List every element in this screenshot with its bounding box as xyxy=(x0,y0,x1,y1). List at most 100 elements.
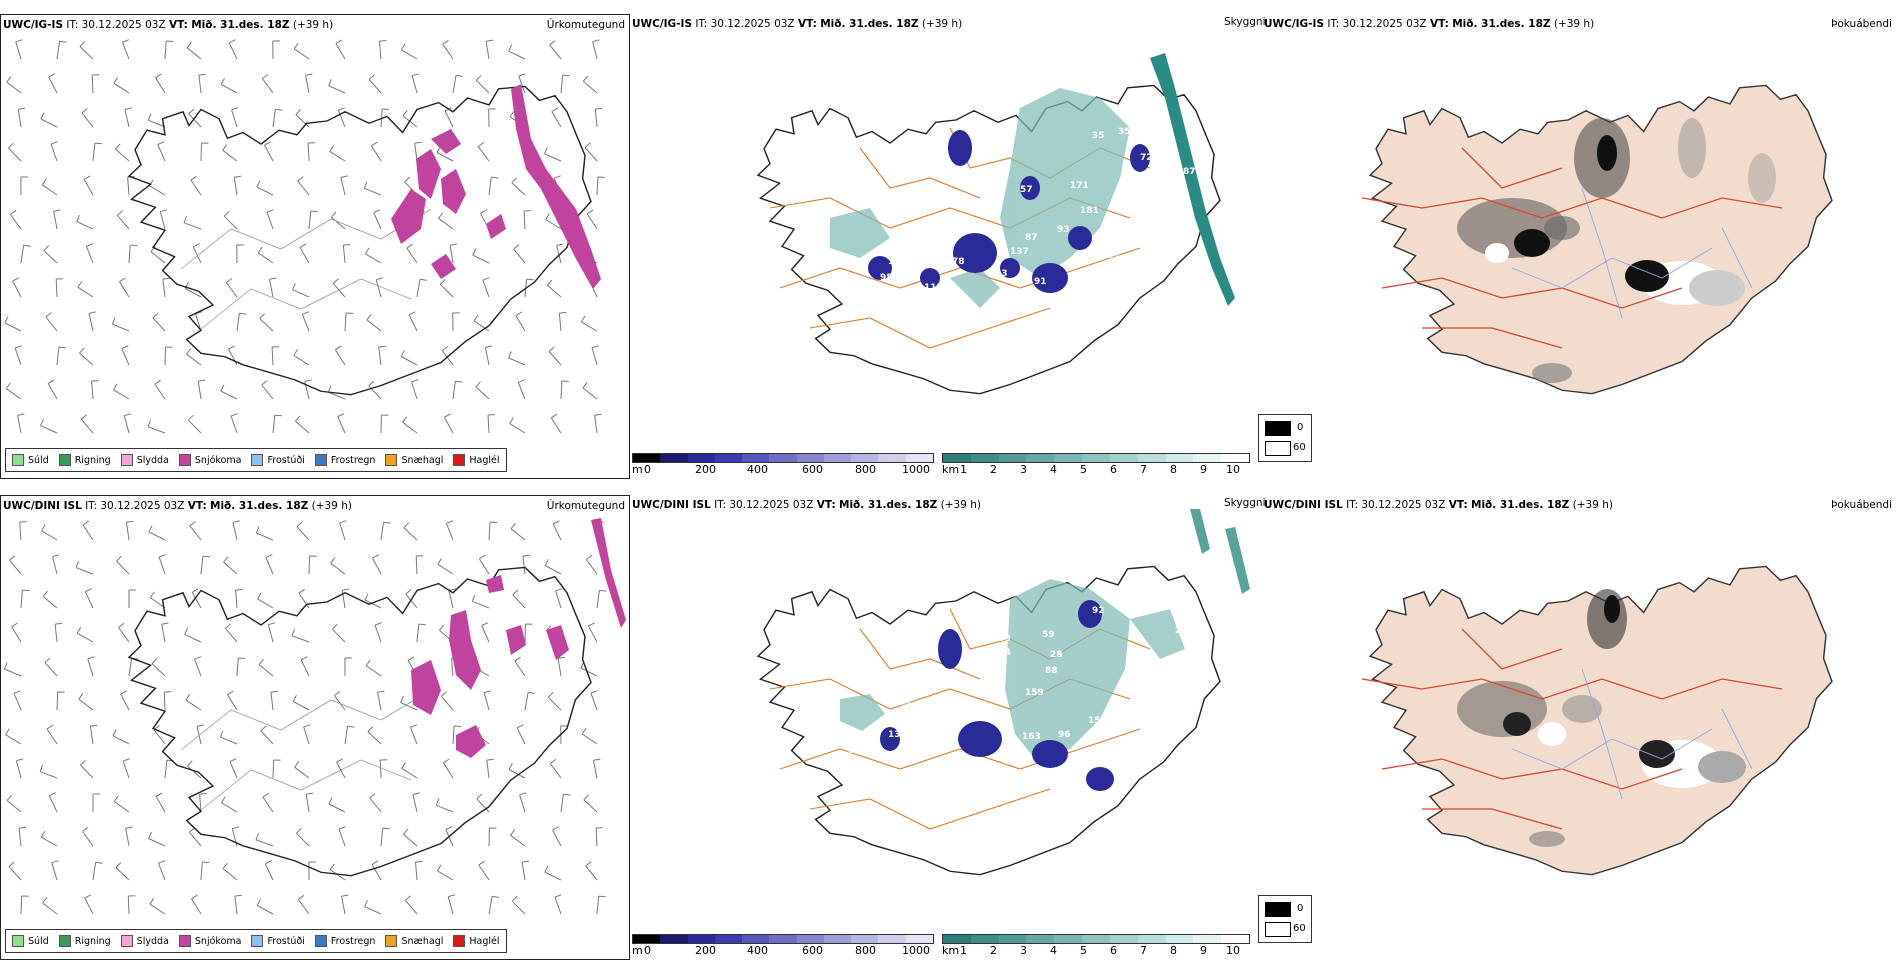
wind-barb xyxy=(489,522,490,540)
wind-barb-flag xyxy=(297,522,302,527)
wind-barb xyxy=(41,119,57,127)
wind-barb xyxy=(236,590,237,608)
wind-barb xyxy=(522,862,525,880)
colorbar-swatch xyxy=(943,454,971,462)
wind-barb-flag xyxy=(384,522,391,523)
wind-barb-flag xyxy=(199,74,206,75)
colorbar-swatch xyxy=(1221,454,1249,462)
wind-barb-flag xyxy=(592,346,599,348)
unit-label: m xyxy=(632,944,643,957)
wind-barb xyxy=(261,731,273,744)
wind-barb xyxy=(188,420,201,433)
wind-barb xyxy=(159,557,165,574)
wind-barb xyxy=(556,591,561,608)
colorbar-swatch xyxy=(1054,454,1082,462)
wind-barb xyxy=(339,829,345,846)
colorbar-swatches xyxy=(632,453,934,463)
wind-barb-flag xyxy=(584,795,589,800)
tick-label: 0 xyxy=(644,463,651,476)
wind-barb-flag xyxy=(114,77,118,83)
wind-barb xyxy=(10,560,22,574)
wind-barb xyxy=(586,866,597,880)
wind-barb-flag xyxy=(487,759,494,760)
cloudbase-value: 124 xyxy=(1118,748,1137,758)
wind-barb-flag xyxy=(82,109,88,113)
cloudbase-value: 93 xyxy=(1057,225,1070,235)
wind-barb-flag xyxy=(553,827,559,830)
wind-barb-flag xyxy=(370,794,376,798)
cloudbase-value: 0 xyxy=(848,746,854,756)
wind-barb xyxy=(367,320,381,331)
colorbar-swatch xyxy=(660,935,687,943)
wind-barb-flag xyxy=(550,41,555,45)
wind-barb xyxy=(366,666,381,676)
wind-barb-flag xyxy=(76,561,78,568)
wind-barb xyxy=(306,75,310,93)
wind-barb xyxy=(440,284,453,297)
wind-barb-flag xyxy=(17,759,24,761)
wind-barb-flag xyxy=(587,210,593,214)
wind-barb-flag xyxy=(336,40,342,44)
wind-barb xyxy=(201,556,203,574)
colorbar-swatch xyxy=(742,935,769,943)
cloudbase-colorbar: m 0 200 400 600 800 1000 xyxy=(632,934,932,960)
legend-item: Rigning xyxy=(59,935,111,947)
wind-barb xyxy=(9,867,21,880)
wind-barb xyxy=(443,763,453,778)
wind-barb xyxy=(295,767,309,778)
wind-barb xyxy=(345,726,348,744)
wind-barb xyxy=(559,313,561,331)
wind-barb-flag xyxy=(416,862,423,863)
wind-barb xyxy=(262,79,273,94)
wind-barb-flag xyxy=(366,660,370,666)
wind-barb-flag xyxy=(96,862,103,863)
wind-barb xyxy=(513,595,525,608)
wind-barb xyxy=(295,421,309,433)
wind-barb-flag xyxy=(236,590,243,591)
wind-barb-flag xyxy=(44,246,49,251)
tick-label: 2 xyxy=(990,463,997,476)
wind-barb xyxy=(187,48,201,59)
wind-barb-flag xyxy=(262,381,267,385)
wind-barb xyxy=(448,897,453,914)
wind-barb-flag xyxy=(549,347,554,352)
wind-barb-flag xyxy=(364,182,367,189)
wind-barb xyxy=(20,522,21,540)
wind-barb xyxy=(370,798,381,812)
wind-barb xyxy=(301,660,309,676)
wind-barb xyxy=(121,694,129,710)
wind-barb-flag xyxy=(41,419,44,425)
wind-barb-flag xyxy=(348,726,355,727)
wind-barb xyxy=(268,625,273,642)
wind-barb-flag xyxy=(192,589,198,592)
wind-barb xyxy=(329,86,345,93)
wind-barb xyxy=(524,211,525,229)
wind-barb-flag xyxy=(407,244,413,248)
wind-barb xyxy=(489,896,492,914)
colorbar-swatch xyxy=(851,454,878,462)
wind-barb-flag xyxy=(59,347,66,348)
wind-barb-flag xyxy=(306,793,313,794)
wind-barb xyxy=(186,700,201,710)
wind-barb xyxy=(410,727,417,744)
wind-barb-flag xyxy=(19,827,26,828)
wind-barb-flag xyxy=(295,416,300,421)
wind-barb xyxy=(83,831,94,846)
wind-barb xyxy=(581,322,597,331)
wind-barb xyxy=(515,661,525,676)
cloudbase-value: 93 xyxy=(995,269,1008,279)
wind-barb-flag xyxy=(40,765,42,772)
wind-barb-flag xyxy=(306,74,313,75)
cloudbase-value: 96 xyxy=(1058,730,1071,740)
wind-barb-flag xyxy=(330,145,334,151)
wind-barb xyxy=(270,279,274,297)
tick-label: 5 xyxy=(1080,944,1087,957)
wind-barb xyxy=(77,222,93,229)
wind-barb xyxy=(374,213,381,229)
wind-barb xyxy=(266,558,273,575)
wind-barb-flag xyxy=(45,658,50,663)
wind-barb-flag xyxy=(260,314,265,319)
wind-barb-flag xyxy=(555,895,562,897)
colorbar-swatch xyxy=(742,454,769,462)
wind-barb xyxy=(296,115,309,127)
